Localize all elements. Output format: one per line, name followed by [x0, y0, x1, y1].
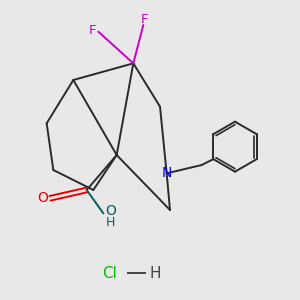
Text: O: O — [37, 191, 48, 205]
Text: H: H — [106, 216, 116, 229]
Text: Cl: Cl — [103, 266, 117, 281]
Text: F: F — [141, 13, 149, 26]
Text: H: H — [149, 266, 161, 281]
Text: O: O — [105, 204, 116, 218]
Text: N: N — [161, 166, 172, 180]
Text: F: F — [88, 23, 96, 37]
